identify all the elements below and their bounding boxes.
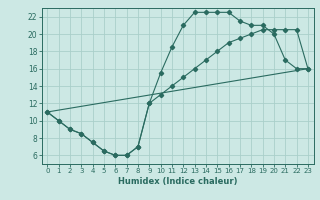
X-axis label: Humidex (Indice chaleur): Humidex (Indice chaleur): [118, 177, 237, 186]
